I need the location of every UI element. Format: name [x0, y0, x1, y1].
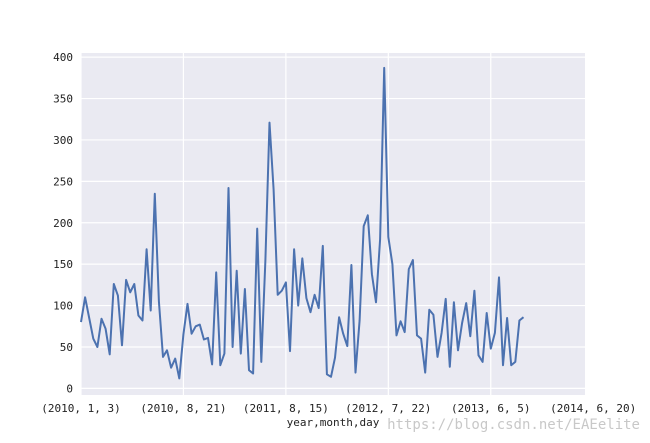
- x-tick-label: (2014, 6, 20): [550, 402, 636, 415]
- y-tick-label: 200: [53, 217, 73, 230]
- y-tick-label: 50: [60, 341, 73, 354]
- y-tick-labels: 0 50 100 150 200 250 300 350 400: [53, 51, 73, 395]
- x-tick-label: (2011, 8, 15): [243, 402, 329, 415]
- y-tick-label: 100: [53, 300, 73, 313]
- x-tick-label: (2012, 7, 22): [345, 402, 431, 415]
- y-tick-label: 150: [53, 258, 73, 271]
- x-tick-label: (2010, 1, 3): [41, 402, 120, 415]
- y-tick-label: 300: [53, 134, 73, 147]
- x-axis-label: year,month,day: [287, 416, 380, 429]
- y-tick-label: 0: [66, 382, 73, 395]
- series-line: [80, 66, 525, 380]
- y-tick-label: 250: [53, 175, 73, 188]
- watermark: https://blog.csdn.net/EAEelite: [387, 417, 640, 433]
- y-tick-label: 400: [53, 51, 73, 64]
- x-tick-labels: (2010, 1, 3) (2010, 8, 21) (2011, 8, 15) (2…: [41, 402, 636, 415]
- x-tick-label: (2010, 8, 21): [140, 402, 226, 415]
- y-gridlines: [81, 56, 585, 389]
- y-tick-label: 350: [53, 93, 73, 106]
- x-tick-label: (2013, 6, 5): [451, 402, 530, 415]
